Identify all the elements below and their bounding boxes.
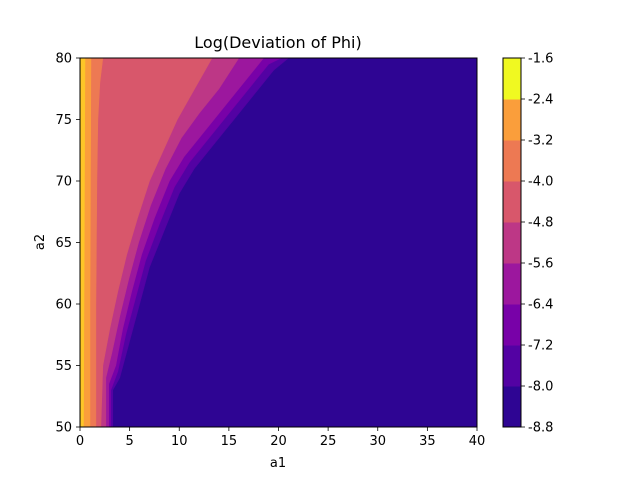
contour-fills [80, 58, 477, 427]
colorbar-tick-label: -6.4 [528, 298, 553, 313]
y-tick-label: 60 [55, 298, 72, 313]
x-tick-label: 30 [369, 434, 386, 449]
x-tick-label: 0 [76, 434, 84, 449]
colorbar-swatch [503, 263, 521, 305]
colorbar-swatch [503, 58, 521, 100]
colorbar-tick-label: -8.8 [528, 421, 553, 436]
colorbar-swatch [503, 222, 521, 264]
y-tick-label: 80 [55, 52, 72, 67]
y-tick-label: 50 [55, 421, 72, 436]
x-tick-label: 35 [419, 434, 436, 449]
y-axis-label: a2 [33, 234, 48, 250]
colorbar-swatch [503, 181, 521, 223]
y-tick-label: 55 [55, 359, 72, 374]
colorbar-swatch [503, 99, 521, 141]
colorbar-swatch [503, 345, 521, 387]
colorbar-tick-label: -4.0 [528, 175, 553, 190]
x-tick-label: 20 [270, 434, 287, 449]
contour-band-level--4.8 [80, 58, 213, 427]
colorbar-swatch [503, 304, 521, 346]
x-axis-label: a1 [270, 456, 286, 471]
colorbar-swatch [503, 386, 521, 428]
y-tick-label: 65 [55, 236, 72, 251]
y-axis: 50 55 60 65 70 75 80 [55, 52, 80, 436]
colorbar-tick-label: -4.8 [528, 216, 553, 231]
x-tick-label: 5 [125, 434, 133, 449]
colorbar-tick-label: -2.4 [528, 93, 553, 108]
colorbar-frame [502, 57, 522, 428]
chart-title: Log(Deviation of Phi) [194, 33, 361, 52]
colorbar-tick-label: -8.0 [528, 380, 553, 395]
colorbar-swatch [503, 140, 521, 182]
colorbar-tick-label: -3.2 [528, 134, 553, 149]
y-tick-label: 70 [55, 175, 72, 190]
x-tick-label: 25 [320, 434, 337, 449]
contour-band-level--2.4 [80, 58, 86, 427]
x-tick-label: 40 [469, 434, 486, 449]
colorbar: -8.8 -8.0 -7.2 -6.4 -5.6 -4.8 -4.0 -3.2 -2.4 -1.6 [502, 52, 553, 436]
x-tick-label: 10 [171, 434, 188, 449]
colorbar-tick-label: -5.6 [528, 257, 553, 272]
y-tick-label: 75 [55, 113, 72, 128]
colorbar-tick-label: -7.2 [528, 339, 553, 354]
colorbar-tick-label: -1.6 [528, 52, 553, 67]
x-tick-label: 15 [221, 434, 238, 449]
x-axis: 0 5 10 15 20 25 30 35 40 [76, 427, 485, 449]
